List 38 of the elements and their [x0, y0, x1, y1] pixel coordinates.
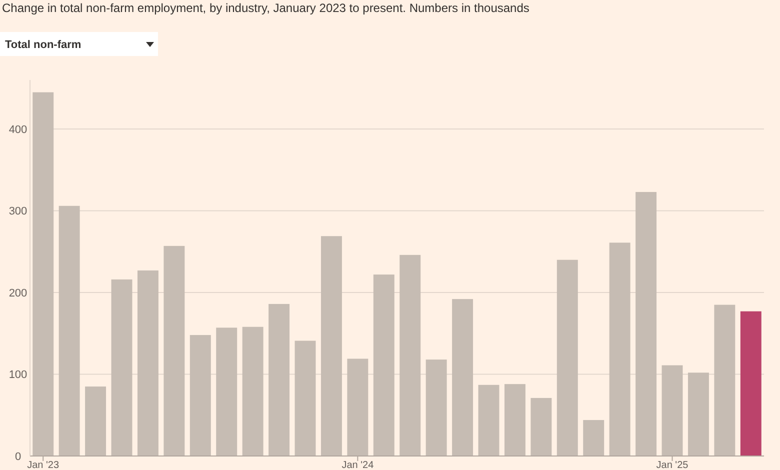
- chart-subtitle: Change in total non-farm employment, by industry, January 2023 to present. Numbers in thousands: [2, 1, 530, 15]
- bar: [164, 246, 185, 456]
- bar: [190, 335, 211, 456]
- bar: [530, 398, 552, 456]
- x-tick-label: Jan '25: [656, 460, 689, 470]
- bar: [714, 304, 736, 456]
- y-tick-label: 400: [8, 124, 28, 136]
- bar: [58, 206, 80, 456]
- bar: [400, 254, 421, 456]
- bar: [452, 299, 474, 456]
- bar: [111, 279, 132, 456]
- x-tick-label: Jan '23: [27, 460, 60, 470]
- bar: [347, 358, 368, 456]
- y-tick-label: 100: [8, 369, 28, 382]
- y-tick-label: 0: [14, 450, 22, 463]
- bar: [32, 92, 54, 456]
- bar: [740, 311, 762, 456]
- bar: [294, 340, 316, 456]
- x-tick-label: Jan '24: [342, 460, 374, 470]
- y-tick-label: 300: [8, 206, 28, 218]
- dropdown: Total non-farm: [0, 32, 158, 56]
- bar: [268, 304, 290, 456]
- bar: [556, 260, 578, 456]
- bar: [373, 274, 394, 456]
- bar: [85, 386, 106, 456]
- bar: [662, 365, 683, 456]
- bar: [636, 192, 657, 456]
- y-tick-label: 200: [8, 287, 28, 300]
- bar: [504, 384, 526, 456]
- bar: [478, 384, 500, 456]
- bar: [426, 360, 447, 456]
- bar: [320, 236, 342, 456]
- bar: [583, 420, 604, 456]
- bar: [688, 372, 709, 456]
- bar: [242, 326, 264, 456]
- bar: [216, 328, 238, 456]
- bar: [609, 242, 630, 456]
- bar: [137, 270, 158, 456]
